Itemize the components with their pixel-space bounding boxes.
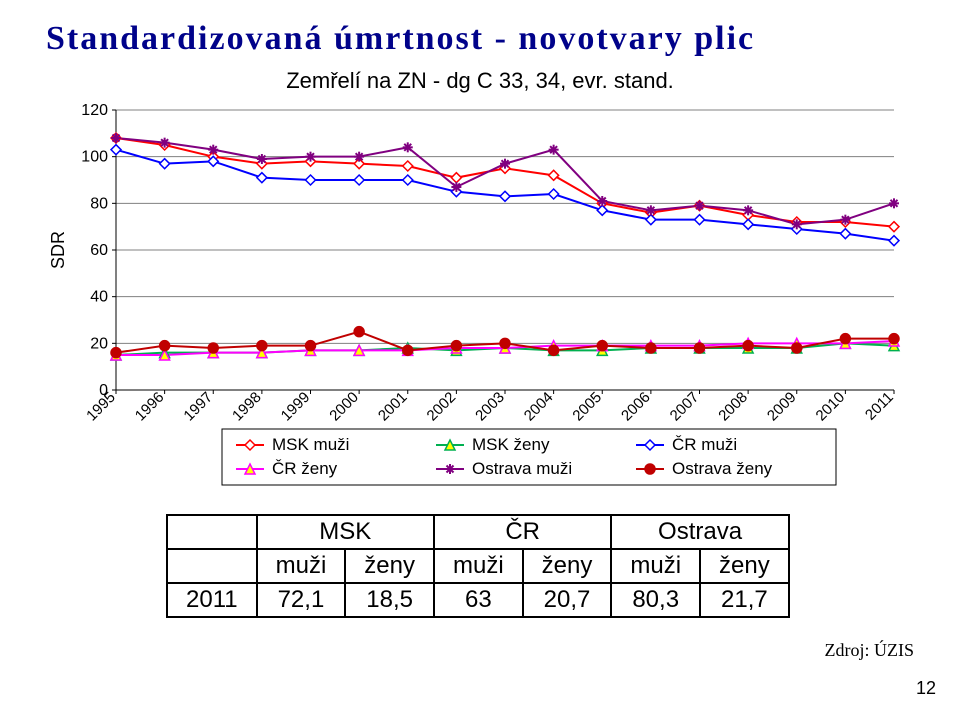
page-number: 12 xyxy=(916,678,936,699)
svg-text:120: 120 xyxy=(81,102,108,119)
svg-text:SDR: SDR xyxy=(48,231,68,269)
col-ostrava: Ostrava xyxy=(611,515,788,549)
svg-text:MSK muži: MSK muži xyxy=(272,435,349,454)
sub-os-z: ženy xyxy=(700,549,789,583)
svg-text:1999: 1999 xyxy=(278,389,314,425)
sub-cr-m: muži xyxy=(434,549,523,583)
svg-text:2000: 2000 xyxy=(326,389,362,425)
row-year: 2011 xyxy=(167,583,257,617)
svg-text:ČR muži: ČR muži xyxy=(672,435,737,454)
sub-cr-z: ženy xyxy=(523,549,612,583)
cell-4: 80,3 xyxy=(611,583,700,617)
table-corner xyxy=(167,515,257,549)
sub-msk-z: ženy xyxy=(345,549,434,583)
data-table: MSK ČR Ostrava muži ženy muži ženy muži … xyxy=(166,514,914,618)
chart-subtitle: Zemřelí na ZN - dg C 33, 34, evr. stand. xyxy=(46,68,914,94)
cell-2: 63 xyxy=(434,583,523,617)
line-chart-svg: 0204060801001201995199619971998199920002… xyxy=(46,100,914,500)
page-title: Standardizovaná úmrtnost - novotvary pli… xyxy=(46,20,914,58)
svg-text:Ostrava muži: Ostrava muži xyxy=(472,459,572,478)
svg-text:2011: 2011 xyxy=(862,389,897,424)
source-label: Zdroj: ÚZIS xyxy=(825,640,915,661)
sub-msk-m: muži xyxy=(257,549,346,583)
svg-text:Ostrava ženy: Ostrava ženy xyxy=(672,459,773,478)
svg-text:2004: 2004 xyxy=(521,389,557,425)
svg-text:2003: 2003 xyxy=(472,389,508,425)
svg-text:1995: 1995 xyxy=(83,389,119,425)
col-cr: ČR xyxy=(434,515,611,549)
svg-text:2001: 2001 xyxy=(375,389,411,425)
svg-text:2009: 2009 xyxy=(764,389,800,425)
svg-text:60: 60 xyxy=(90,242,108,259)
cell-1: 18,5 xyxy=(345,583,434,617)
cell-3: 20,7 xyxy=(523,583,612,617)
svg-text:2008: 2008 xyxy=(715,389,751,425)
svg-text:80: 80 xyxy=(90,195,108,212)
svg-text:1996: 1996 xyxy=(132,389,168,425)
svg-text:40: 40 xyxy=(90,289,108,306)
chart-area: 0204060801001201995199619971998199920002… xyxy=(46,100,914,500)
svg-text:2007: 2007 xyxy=(667,389,703,425)
cell-5: 21,7 xyxy=(700,583,789,617)
sub-os-m: muži xyxy=(611,549,700,583)
svg-text:2006: 2006 xyxy=(618,389,654,425)
svg-text:MSK ženy: MSK ženy xyxy=(472,435,550,454)
svg-text:2002: 2002 xyxy=(424,389,460,425)
table-sub-blank xyxy=(167,549,257,583)
svg-text:1997: 1997 xyxy=(180,389,216,425)
page: Standardizovaná úmrtnost - novotvary pli… xyxy=(0,0,960,711)
col-msk: MSK xyxy=(257,515,434,549)
cell-0: 72,1 xyxy=(257,583,346,617)
svg-text:ČR ženy: ČR ženy xyxy=(272,459,338,478)
svg-text:20: 20 xyxy=(90,335,108,352)
svg-text:1998: 1998 xyxy=(229,389,265,425)
svg-text:2005: 2005 xyxy=(569,389,605,425)
svg-text:2010: 2010 xyxy=(813,389,849,425)
svg-text:100: 100 xyxy=(81,149,108,166)
